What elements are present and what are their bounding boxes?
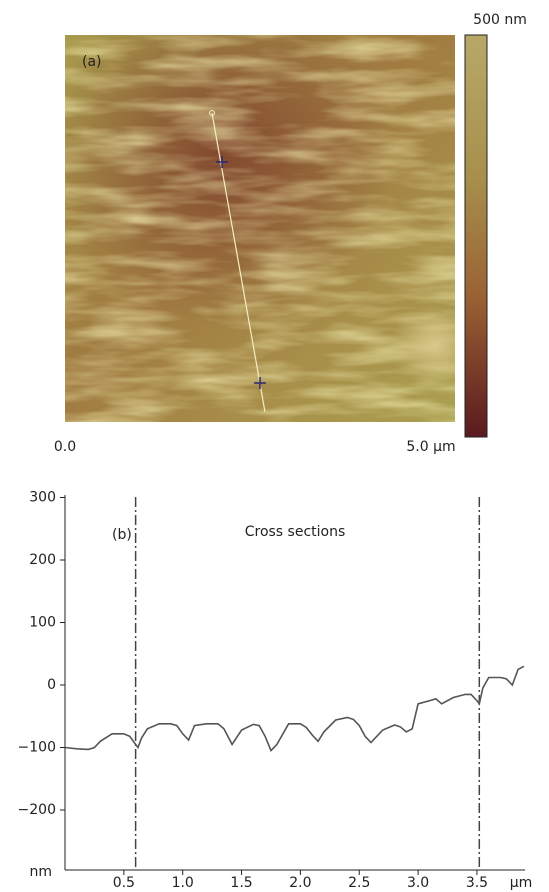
y-axis-label: nm: [29, 864, 52, 880]
x-tick-label: 2.0: [289, 875, 311, 891]
panel-label: (a): [82, 54, 102, 70]
x-end-label: 5.0 µm: [406, 439, 455, 455]
y-tick-label: 100: [29, 615, 56, 631]
x-tick-label: 1.5: [230, 875, 252, 891]
x-start-label: 0.0: [54, 439, 76, 455]
x-tick-label: 2.5: [348, 875, 370, 891]
y-tick-label: 0: [47, 677, 56, 693]
y-tick-label: 200: [29, 552, 56, 568]
y-tick-label: 300: [29, 490, 56, 506]
y-tick-label: −100: [18, 740, 56, 756]
x-tick-label: 3.5: [466, 875, 488, 891]
x-tick-label: 3.0: [407, 875, 429, 891]
x-tick-label: 0.5: [113, 875, 135, 891]
colorbar-label: 500 nm: [473, 12, 527, 28]
afm-image: [65, 35, 455, 422]
y-tick-label: −200: [18, 802, 56, 818]
profile-line: [64, 665, 525, 753]
colorbar: [464, 34, 488, 438]
annotation: Cross sections: [245, 524, 346, 540]
panel-label: (b): [112, 527, 132, 543]
x-tick-label: 1.0: [172, 875, 194, 891]
profile-plot: (b) Cross sections µm nm −200 −100 0 100 200…: [18, 490, 533, 892]
x-axis-label: µm: [510, 875, 533, 891]
